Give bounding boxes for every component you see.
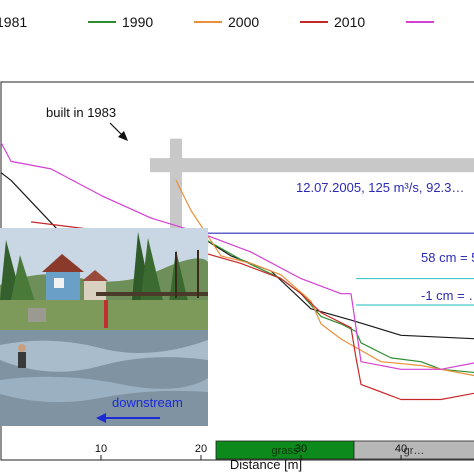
legend-label-2: 1990 [122, 14, 153, 30]
legend-label-3: 2000 [228, 14, 259, 30]
level-neg1-label: -1 cm = … [421, 288, 474, 303]
inset-photo: downstream [0, 228, 208, 426]
built-label: built in 1983 [46, 105, 116, 120]
landuse-label-1: grass [272, 445, 299, 457]
bridge-pillar [170, 138, 182, 230]
downstream-label: downstream [112, 395, 183, 410]
series-line-2000 [175, 180, 474, 377]
bridge-deck [150, 158, 474, 173]
annotations: built in 1983 12.07.2005, 125 m³/s, 92.3…… [46, 105, 474, 303]
series-group [0, 142, 474, 401]
x-tick-label-30: 30 [295, 443, 307, 455]
series-line-1990 [170, 228, 474, 374]
flood-label: 12.07.2005, 125 m³/s, 92.3… [296, 180, 464, 195]
legend: 1981 1990 2000 2010 [0, 14, 434, 30]
level-58-label: 58 cm = 5… [421, 250, 474, 265]
x-tick-label-10: 10 [95, 443, 107, 455]
legend-label-1: 1981 [0, 14, 27, 30]
x-axis-label: Distance [m] [230, 457, 302, 472]
downstream-arrow-head [96, 413, 106, 423]
reference-lines [176, 232, 474, 306]
x-tick-label-20: 20 [195, 443, 207, 455]
landuse-segment-2 [353, 440, 474, 460]
legend-label-4: 2010 [334, 14, 365, 30]
landuse-label-2: gr… [404, 445, 425, 457]
landuse-bar: grass gr… [215, 440, 474, 460]
bridge-structure [150, 138, 474, 230]
x-axis-ticks: 10 20 30 40 [95, 443, 407, 460]
series-line-series-5 [0, 142, 474, 370]
x-tick-label-40: 40 [395, 443, 407, 455]
built-arrow-head [118, 131, 128, 141]
